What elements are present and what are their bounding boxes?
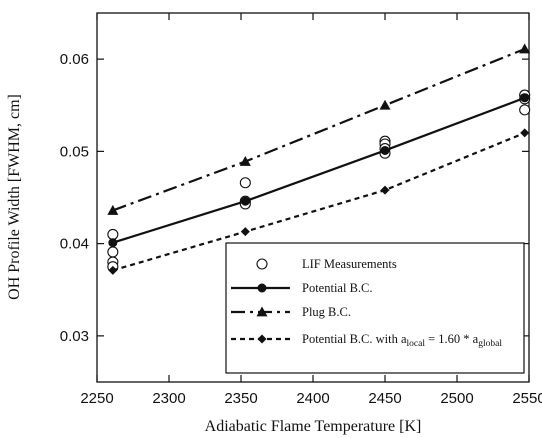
series-line bbox=[112, 47, 526, 212]
series-4 bbox=[108, 128, 530, 275]
series-layer bbox=[107, 43, 531, 275]
series-2 bbox=[108, 93, 530, 248]
legend-item: Plug B.C. bbox=[231, 305, 351, 319]
x-tick-label: 2550 bbox=[512, 390, 542, 407]
data-point bbox=[239, 177, 251, 189]
series-line bbox=[112, 131, 526, 272]
x-tick-label: 2250 bbox=[80, 390, 113, 407]
data-point bbox=[239, 156, 251, 166]
x-axis-label: Adiabatic Flame Temperature [K] bbox=[205, 418, 422, 435]
x-tick-label: 2500 bbox=[440, 390, 473, 407]
data-point bbox=[108, 238, 118, 248]
data-point bbox=[240, 196, 250, 206]
legend-label: LIF Measurements bbox=[302, 257, 397, 271]
legend-marker bbox=[256, 258, 268, 270]
x-tick-label: 2400 bbox=[296, 390, 329, 407]
data-point bbox=[520, 128, 530, 138]
legend-item: LIF Measurements bbox=[256, 257, 397, 271]
x-tick-label: 2350 bbox=[224, 390, 257, 407]
y-tick-label: 0.04 bbox=[60, 236, 89, 253]
x-tick-label: 2450 bbox=[368, 390, 401, 407]
data-point bbox=[380, 185, 390, 195]
legend-label: Potential B.C. bbox=[302, 281, 373, 295]
data-point bbox=[107, 246, 119, 258]
data-point bbox=[107, 204, 119, 215]
data-point bbox=[519, 104, 531, 116]
data-point bbox=[520, 93, 530, 103]
y-tick-label: 0.05 bbox=[60, 143, 89, 160]
series-3 bbox=[107, 43, 531, 215]
data-point bbox=[379, 99, 391, 110]
data-point bbox=[108, 265, 118, 275]
data-point bbox=[240, 227, 250, 237]
data-point bbox=[519, 43, 531, 54]
y-axis-label: OH Profile Width [FWHM, cm] bbox=[6, 94, 23, 300]
legend-item: Potential B.C. with alocal = 1.60 * aglo… bbox=[231, 332, 502, 349]
data-point bbox=[107, 228, 119, 240]
legend-items: LIF Measurements Potential B.C. Plug B.C. P… bbox=[231, 257, 502, 349]
data-point bbox=[380, 145, 390, 155]
legend-marker bbox=[257, 334, 267, 344]
y-tick-label: 0.06 bbox=[60, 51, 89, 68]
legend-marker bbox=[256, 306, 268, 317]
legend: LIF Measurements Potential B.C. Plug B.C. P… bbox=[225, 242, 525, 374]
legend-item: Potential B.C. bbox=[231, 281, 373, 295]
x-tick-label: 2300 bbox=[152, 390, 185, 407]
y-tick-label: 0.03 bbox=[60, 328, 89, 345]
legend-label: Potential B.C. with alocal = 1.60 * aglo… bbox=[302, 332, 502, 349]
legend-box bbox=[225, 242, 525, 374]
axis-ticks: 2250 2300 2350 2400 2450 2500 2550 0.03 0.04 0.05… bbox=[60, 13, 542, 407]
legend-marker bbox=[257, 283, 267, 293]
series-line bbox=[112, 96, 526, 244]
legend-label: Plug B.C. bbox=[302, 305, 351, 319]
